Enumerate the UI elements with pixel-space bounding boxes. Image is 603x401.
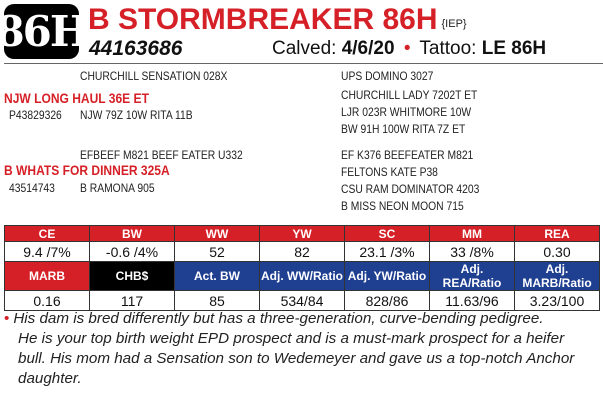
epd-header: Adj. WW/Ratio (259, 261, 345, 291)
dam-dam: B RAMONA 905 (80, 181, 155, 195)
dam-sire: EFBEEF M821 BEEF EATER U332 (80, 148, 243, 162)
epd-value: 82 (259, 241, 345, 262)
pedigree-dsgd: FELTONS KATE P38 (341, 165, 438, 179)
epd-header: SC (344, 225, 430, 242)
epd-header-row-1: CE BW WW YW SC MM REA (4, 225, 600, 242)
sire-dam: NJW 79Z 10W RITA 11B (80, 108, 193, 122)
epd-value: -0.6 /4% (89, 241, 175, 262)
pedigree-dsgs: EF K376 BEEFEATER M821 (341, 148, 474, 162)
bullet-icon: • (4, 310, 10, 327)
tattoo-value: LE 86H (481, 38, 547, 59)
epd-header: CHB$ (89, 261, 175, 291)
pedigree-sdgd: BW 91H 100W RITA 7Z ET (341, 122, 466, 136)
notes-line: He is your top birth weight EPD prospect… (18, 330, 565, 347)
epd-table: CE BW WW YW SC MM REA 9.4 /7% -0.6 /4% 5… (4, 225, 600, 311)
epd-value: 23.1 /3% (344, 241, 430, 262)
epd-header: MM (429, 225, 515, 242)
sire-reg: P43829326 (9, 108, 62, 122)
tattoo-label: Tattoo: (419, 38, 477, 59)
epd-value-row-1: 9.4 /7% -0.6 /4% 52 82 23.1 /3% 33 /8% 0… (4, 241, 600, 262)
bull-name-text: B STORMBREAKER 86H (88, 3, 438, 36)
calved-tattoo-line: Calved: 4/6/20 • Tattoo: LE 86H (272, 38, 546, 60)
pedigree-ssgs: UPS DOMINO 3027 (341, 69, 434, 83)
epd-header: CE (4, 225, 90, 242)
epd-header: WW (174, 225, 260, 242)
epd-value: 52 (174, 241, 260, 262)
pedigree-sdgs: LJR 023R WHITMORE 10W (341, 105, 472, 119)
notes-line: • His dam is bred differently but has a t… (4, 309, 594, 329)
epd-value: 3.23/100 (514, 290, 600, 311)
epd-value: 85 (174, 290, 260, 311)
epd-value: 33 /8% (429, 241, 515, 262)
epd-header-row-2: MARB CHB$ Act. BW Adj. WW/Ratio Adj. YW/… (4, 261, 600, 291)
epd-header: Act. BW (174, 261, 260, 291)
epd-value: 0.16 (4, 290, 90, 311)
sire: NJW LONG HAUL 36E ET (4, 90, 149, 106)
epd-value: 9.4 /7% (4, 241, 90, 262)
notes-line: daughter. (18, 370, 82, 387)
epd-value: 534/84 (259, 290, 345, 311)
sale-notes: • His dam is bred differently but has a t… (4, 309, 594, 389)
dam-sire-line: B WHATS FOR DINNER 325A (4, 162, 170, 178)
lot-number-badge: 86H (0, 4, 90, 59)
registration-number: 44163686 (89, 37, 183, 60)
separator-dot: • (403, 38, 411, 59)
calved-label: Calved: (272, 38, 337, 59)
dam-sire-reg: 43514743 (9, 181, 55, 195)
epd-header: YW (259, 225, 345, 242)
bull-name: B STORMBREAKER 86H {IEP} (88, 4, 467, 36)
epd-header: Adj. YW/Ratio (344, 261, 430, 291)
epd-value: 11.63/96 (429, 290, 515, 311)
epd-value: 0.30 (514, 241, 600, 262)
epd-header: BW (89, 225, 175, 242)
epd-header: Adj. REA/Ratio (429, 261, 515, 291)
pedigree-ssgd: CHURCHILL LADY 7202T ET (341, 88, 478, 102)
epd-value: 828/86 (344, 290, 430, 311)
epd-value-row-2: 0.16 117 85 534/84 828/86 11.63/96 3.23/… (4, 290, 600, 311)
header-divider (4, 63, 603, 64)
designation: {IEP} (441, 18, 467, 30)
pedigree-ddgd: B MISS NEON MOON 715 (341, 199, 464, 213)
epd-header: MARB (4, 261, 90, 291)
notes-text: His dam is bred differently but has a th… (13, 310, 544, 327)
epd-header: REA (514, 225, 600, 242)
epd-value: 117 (89, 290, 175, 311)
notes-line: bull. His mom had a Sensation son to Wed… (18, 350, 575, 367)
sire-sire: CHURCHILL SENSATION 028X (80, 69, 228, 83)
epd-header: Adj. MARB/Ratio (514, 261, 600, 291)
pedigree-ddgs: CSU RAM DOMINATOR 4203 (341, 182, 480, 196)
calved-value: 4/6/20 (341, 38, 395, 59)
